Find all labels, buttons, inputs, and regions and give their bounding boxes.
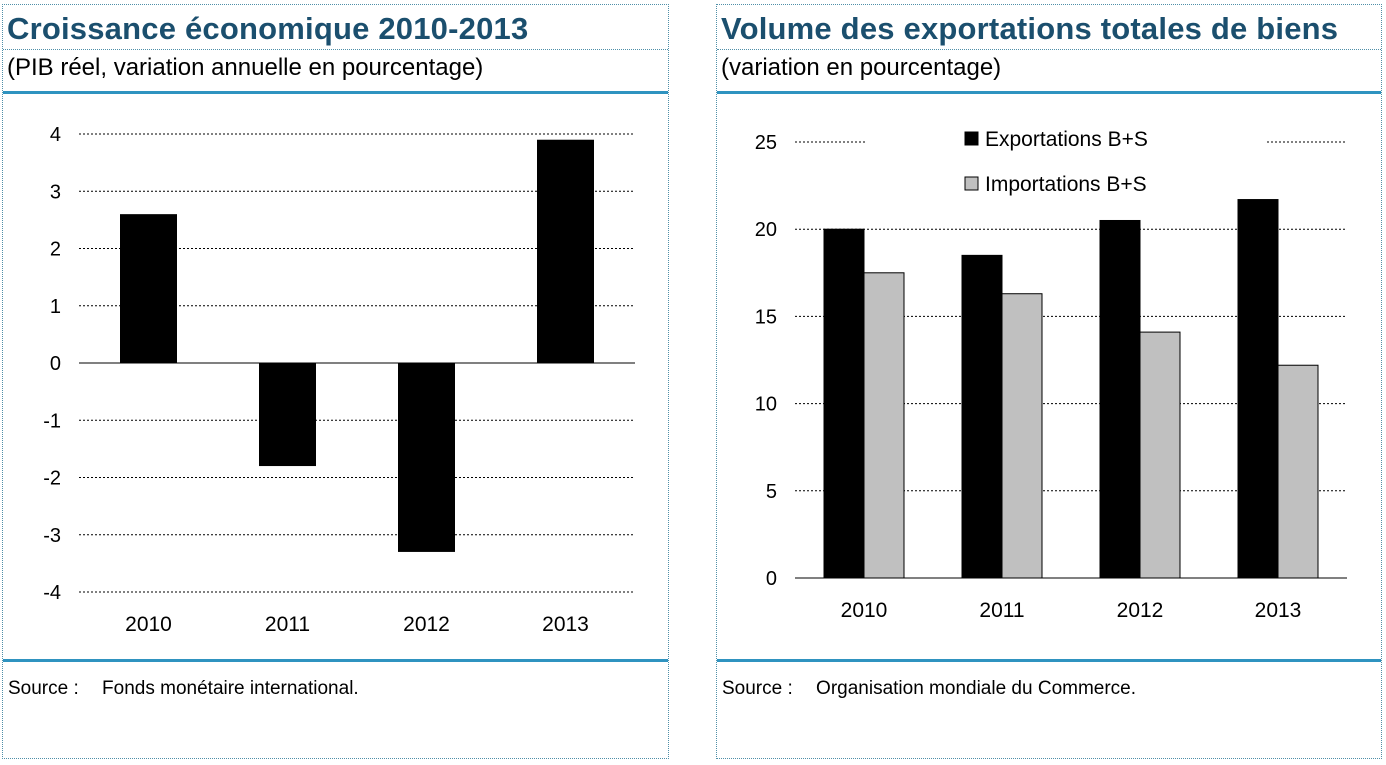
y-tick-label: 4 (50, 124, 61, 146)
export-chart-subtitle: (variation en pourcentage) (721, 54, 1002, 81)
gdp-bar (259, 363, 316, 467)
exports-bar (961, 254, 1003, 579)
export-volume-panel: Volume des exportations totales de biens… (716, 4, 1382, 759)
y-tick-label: 0 (766, 568, 777, 590)
bottom-rule (3, 659, 668, 662)
export-import-bar-chart: 25 20 15 10 5 0 2010 2011 2012 2013 Exportations B… (755, 128, 1347, 622)
y-tick-label: -3 (43, 525, 61, 547)
exports-bar (1099, 219, 1141, 579)
gdp-chart-title: Croissance économique 2010-2013 (7, 11, 529, 46)
source-label: Source : (722, 678, 793, 699)
y-tick-label: 0 (50, 353, 61, 375)
legend-swatch-imports (964, 176, 979, 191)
gdp-bar (120, 214, 177, 363)
top-rule (717, 91, 1381, 94)
x-tick-label: 2010 (125, 613, 172, 636)
x-tick-label: 2012 (1117, 599, 1164, 622)
gdp-bar (398, 363, 455, 552)
imports-bar (1139, 331, 1181, 579)
y-tick-label: 5 (766, 481, 777, 503)
y-tick-label: -2 (43, 468, 61, 490)
x-tick-label: 2013 (1255, 599, 1302, 622)
x-tick-label: 2013 (542, 613, 589, 636)
gdp-growth-bar-chart: 4 3 2 1 0 -1 -2 -3 -4 2010 2011 2012 2013 (43, 124, 635, 636)
x-tick-label: 2011 (265, 613, 310, 636)
source-label: Source : (8, 678, 79, 699)
y-tick-label: 20 (755, 219, 777, 241)
export-chart-title: Volume des exportations totales de biens (721, 11, 1339, 46)
exports-bar (823, 228, 865, 579)
gdp-growth-panel: Croissance économique 2010-2013 (PIB rée… (2, 4, 669, 759)
export-source-note: Source : Organisation mondiale du Commer… (722, 678, 1136, 700)
x-tick-label: 2010 (841, 599, 888, 622)
y-tick-label: 1 (50, 296, 61, 318)
y-tick-label: -4 (43, 582, 61, 604)
bottom-rule (717, 659, 1381, 662)
y-tick-label: 25 (755, 132, 777, 154)
y-tick-label: -1 (43, 410, 61, 432)
legend-label: Importations B+S (985, 173, 1147, 196)
imports-bar (863, 272, 905, 579)
imports-bar (1001, 293, 1043, 579)
gdp-chart-subtitle: (PIB réel, variation annuelle en pourcen… (7, 54, 484, 81)
x-tick-label: 2011 (979, 599, 1024, 622)
legend-swatch-exports (964, 131, 979, 146)
gdp-source-note: Source : Fonds monétaire international. (8, 678, 359, 700)
y-tick-label: 15 (755, 306, 777, 328)
top-rule (3, 91, 668, 94)
y-tick-label: 2 (50, 239, 61, 261)
source-text: Fonds monétaire international. (102, 678, 359, 699)
y-tick-label: 10 (755, 394, 777, 416)
title-separator (3, 49, 668, 50)
legend-label: Exportations B+S (985, 128, 1148, 151)
title-separator (717, 49, 1381, 50)
imports-bar (1277, 364, 1319, 579)
exports-bar (1237, 199, 1279, 579)
x-tick-label: 2012 (403, 613, 450, 636)
y-tick-label: 3 (50, 181, 61, 203)
source-text: Organisation mondiale du Commerce. (816, 678, 1137, 699)
gdp-bar (537, 139, 594, 363)
